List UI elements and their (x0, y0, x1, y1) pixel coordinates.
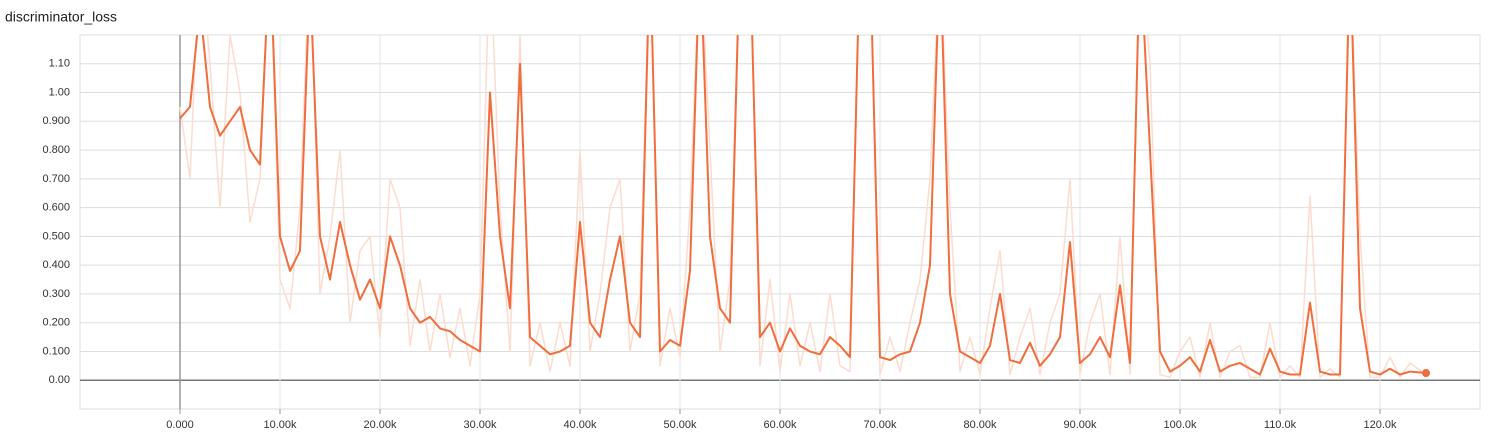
x-tick-label: 80.00k (963, 419, 997, 431)
x-tick-label: 30.00k (463, 419, 497, 431)
x-tick-label: 100.0k (1163, 419, 1197, 431)
series-line (179, 35, 1427, 376)
y-tick-label: 0.800 (42, 144, 70, 156)
x-tick-label: 10.00k (263, 419, 297, 431)
chart-title: discriminator_loss (5, 9, 117, 25)
x-tick-label: 20.00k (363, 419, 397, 431)
x-tick-label: 110.0k (1264, 419, 1297, 431)
y-tick-label: 0.300 (42, 288, 70, 300)
x-tick-label: 90.00k (1063, 419, 1097, 431)
x-tick-label: 70.00k (863, 419, 897, 431)
y-tick-label: 0.600 (42, 202, 70, 214)
y-tick-label: 0.700 (42, 173, 70, 185)
plot (179, 35, 1430, 379)
x-tick-label: 60.00k (763, 419, 797, 431)
y-tick-label: 0.100 (42, 345, 70, 357)
last-point (1422, 369, 1430, 378)
y-tick-label: 1.10 (49, 58, 70, 70)
x-tick-label: 0.000 (166, 419, 194, 431)
y-tick-label: 0.00 (49, 374, 70, 386)
series-line (179, 35, 1427, 379)
y-tick-label: 0.500 (42, 230, 70, 242)
y-tick-label: 0.200 (42, 317, 70, 329)
x-tick-label: 50.00k (663, 419, 697, 431)
x-tick-label: 120.0k (1363, 419, 1397, 431)
y-tick-label: 0.900 (42, 115, 70, 127)
labels: 0.00 0.100 0.200 0.300 0.400 0.500 0.600 0.700 0… (42, 58, 1397, 431)
x-tick-label: 40.00k (563, 419, 597, 431)
y-tick-label: 1.00 (49, 86, 70, 98)
grid (79, 34, 1481, 414)
y-tick-label: 0.400 (42, 259, 70, 271)
